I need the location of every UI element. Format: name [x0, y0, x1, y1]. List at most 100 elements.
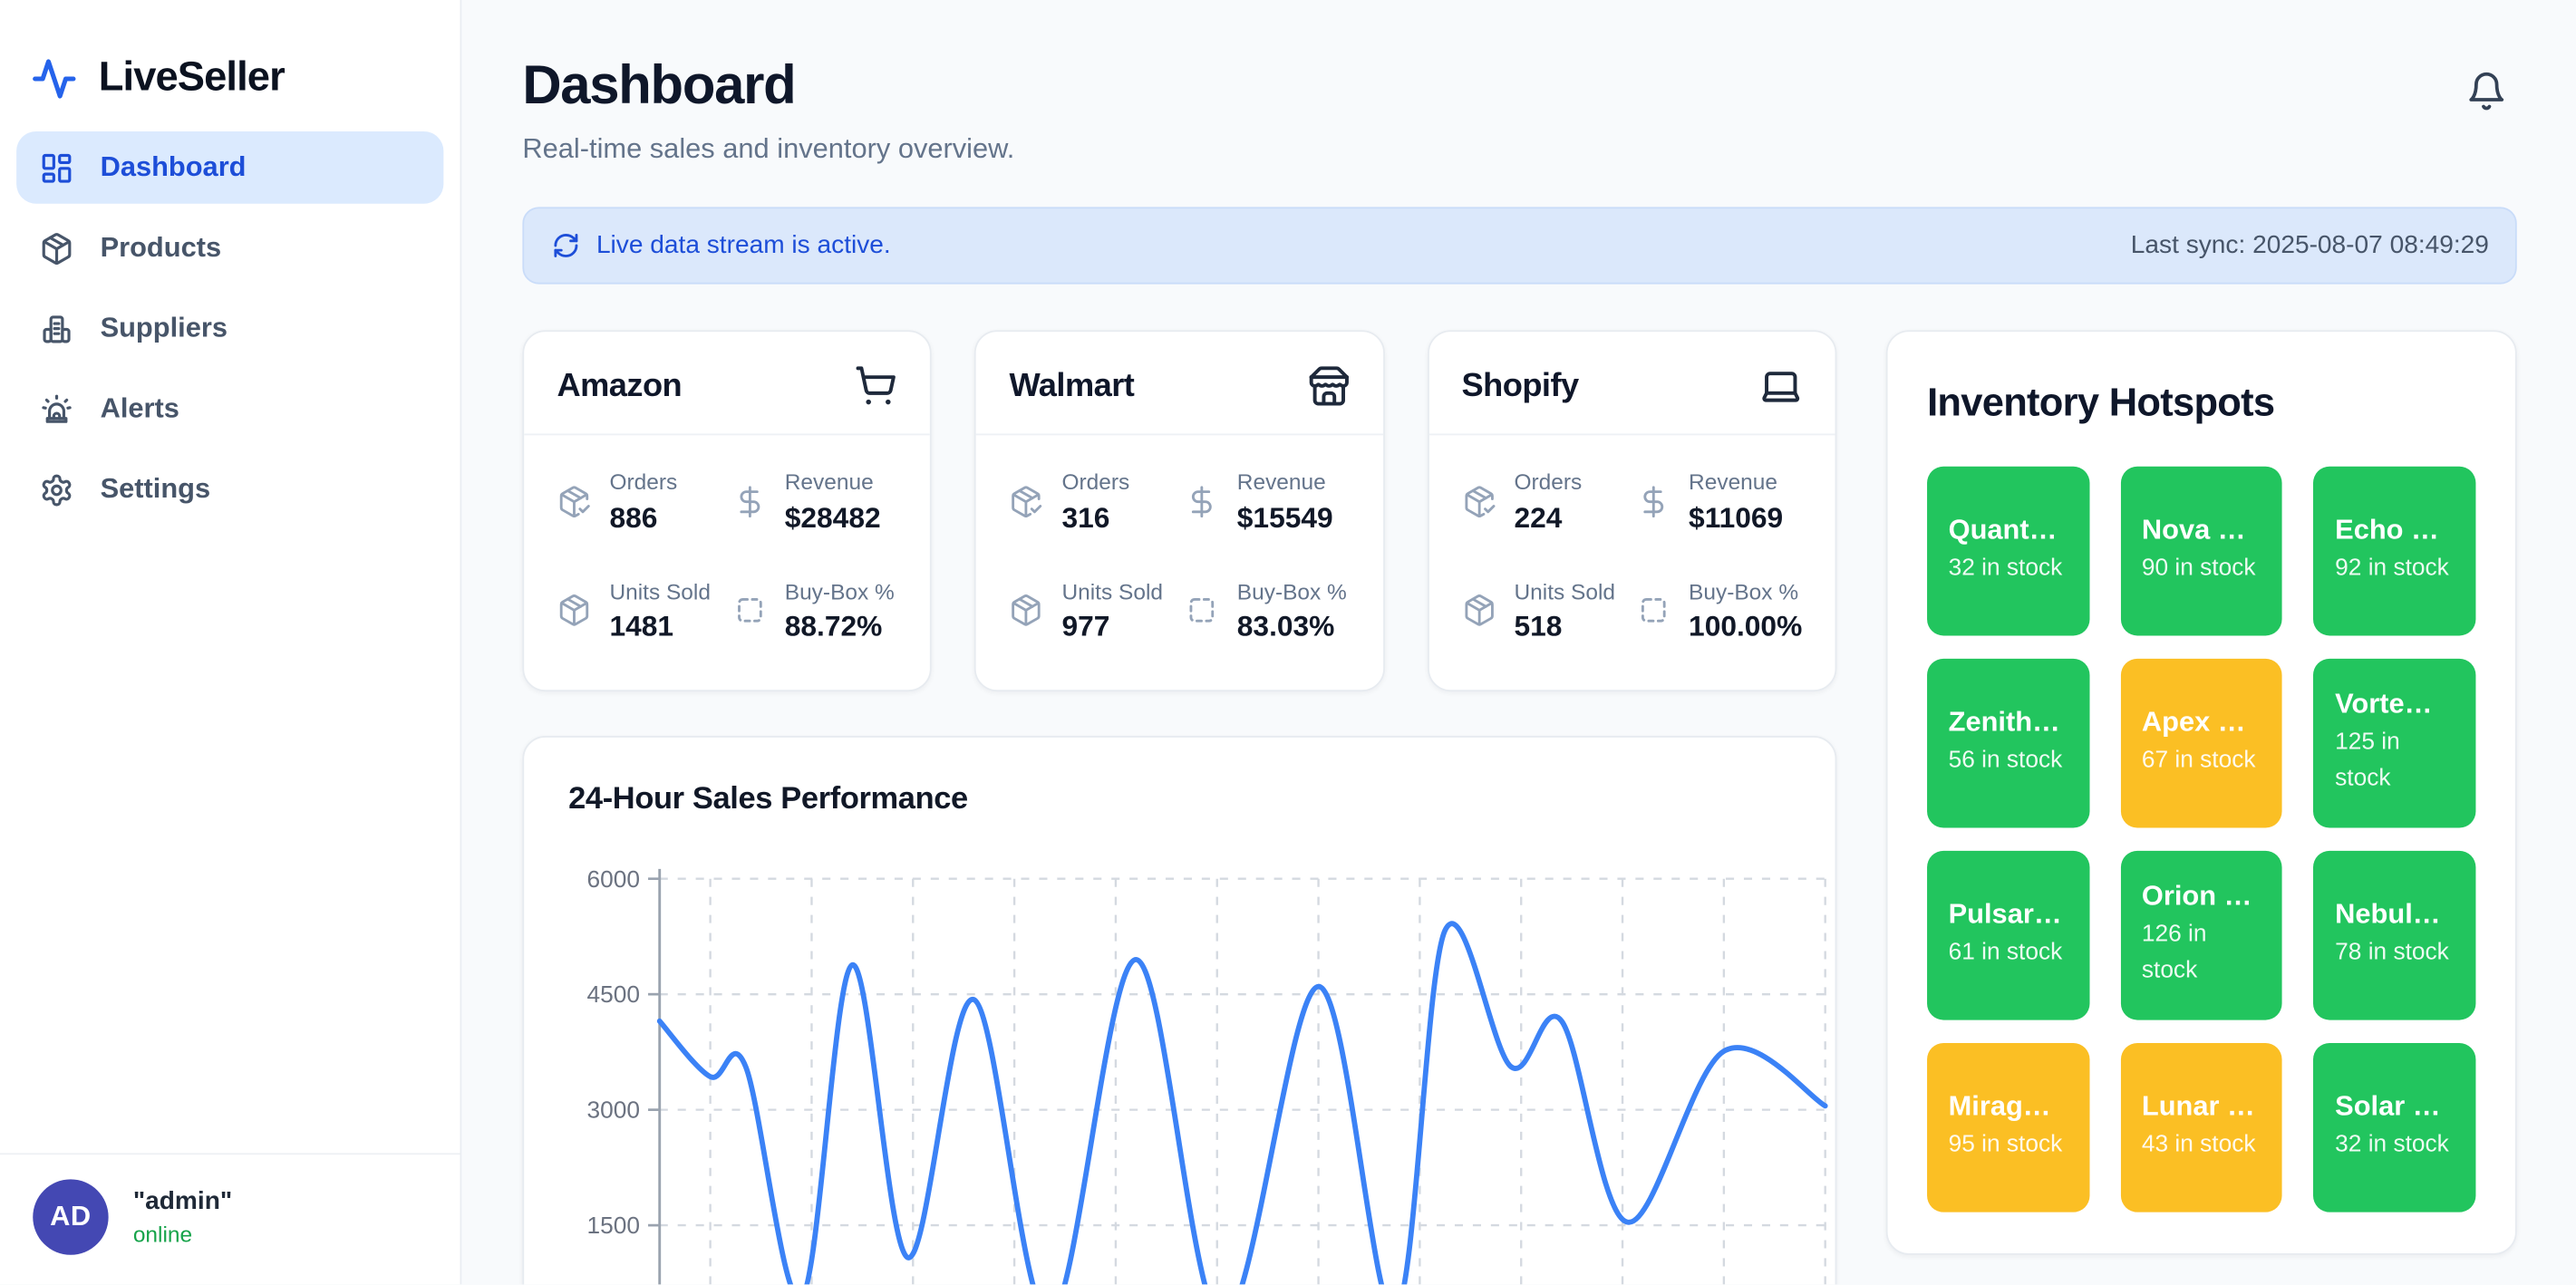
stat-buy-box-: Buy-Box % 88.72% [732, 577, 897, 643]
sales-chart-card: 24-Hour Sales Performance 6000 4500 3000 15… [522, 736, 1837, 1285]
tile-stock-count: 92 in stock [2335, 555, 2449, 582]
stat-label: Units Sold [1061, 578, 1163, 604]
stat-label: Orders [1514, 469, 1583, 495]
tile-product-name: Vorte… [2335, 688, 2433, 720]
stat-label: Buy-Box % [1236, 578, 1347, 604]
marketplace-name: Walmart [1009, 367, 1135, 403]
stat-orders: Orders 224 [1462, 469, 1627, 535]
stat-value: 88.72% [784, 609, 883, 642]
tile-product-name: Orion … [2141, 880, 2252, 913]
package-check-icon [1462, 484, 1496, 518]
marketplace-name: Amazon [557, 367, 683, 403]
user-status: online [132, 1222, 193, 1248]
sidebar-item-alerts[interactable]: Alerts [16, 372, 443, 445]
stat-label: Buy-Box % [1689, 578, 1799, 604]
inventory-tile[interactable]: Solar … 32 in stock [2313, 1042, 2476, 1213]
sidebar-nav: Dashboard Products Suppliers Alerts Settings [0, 119, 460, 535]
inventory-tile[interactable]: Pulsar… 61 in stock [1927, 850, 2089, 1020]
dollar-icon [732, 484, 767, 518]
dollar-icon [1185, 484, 1219, 518]
sidebar-item-label: Alerts [100, 392, 179, 424]
sidebar: LiveSeller Dashboard Products Suppliers Ale… [0, 0, 462, 1285]
last-sync-text: Last sync: 2025-08-07 08:49:29 [2130, 230, 2489, 259]
user-section: AD "admin" online [0, 1154, 460, 1285]
tile-stock-count: 126 in stock [2141, 922, 2207, 984]
marketplace-cards: Amazon Orders 886 Revenue $28482 Units Sold 14… [522, 330, 1837, 692]
main-content: Dashboard Real-time sales and inventory … [461, 0, 2576, 1285]
stat-value: 224 [1514, 499, 1563, 534]
stat-value: $28482 [784, 499, 881, 534]
brand-logo: LiveSeller [0, 0, 460, 119]
tile-product-name: Mirag… [1948, 1090, 2051, 1123]
page-header: Dashboard Real-time sales and inventory … [522, 54, 2516, 166]
svg-text:6000: 6000 [587, 865, 640, 893]
inventory-tile[interactable]: Echo … 92 in stock [2313, 466, 2476, 636]
user-profile[interactable]: AD "admin" online [33, 1180, 427, 1256]
stat-orders: Orders 316 [1009, 469, 1174, 535]
stat-label: Revenue [784, 469, 874, 495]
sidebar-item-label: Products [100, 231, 222, 263]
package-icon [557, 594, 591, 628]
inventory-tile[interactable]: Mirag… 95 in stock [1927, 1042, 2089, 1213]
siren-icon [40, 391, 74, 426]
stat-label: Revenue [1689, 469, 1778, 495]
tile-product-name: Echo … [2335, 514, 2439, 546]
dashboard-icon [40, 150, 74, 185]
tile-stock-count: 95 in stock [1948, 1132, 2063, 1159]
chart-line [656, 921, 1828, 1285]
stat-value: 1481 [609, 609, 674, 642]
stat-label: Units Sold [609, 578, 711, 604]
box-dashed-icon [1185, 594, 1219, 628]
bell-icon [2466, 71, 2507, 111]
stat-label: Units Sold [1514, 578, 1616, 604]
sidebar-item-label: Settings [100, 473, 211, 505]
stat-value: $11069 [1689, 499, 1784, 534]
inventory-tile[interactable]: Nova … 90 in stock [2120, 466, 2283, 636]
stat-value: 518 [1514, 609, 1563, 642]
stat-value: 886 [609, 499, 658, 534]
inventory-tile[interactable]: Lunar … 43 in stock [2120, 1042, 2283, 1213]
hotspots-title: Inventory Hotspots [1927, 381, 2275, 426]
refresh-icon [552, 232, 580, 260]
stat-orders: Orders 886 [557, 469, 721, 535]
gear-icon [40, 472, 74, 507]
tile-stock-count: 56 in stock [1948, 747, 2063, 774]
tile-product-name: Quant… [1948, 514, 2058, 546]
avatar: AD [33, 1180, 109, 1256]
hotspots-grid: Quant… 32 in stock Nova … 90 in stock Echo …… [1927, 466, 2476, 1213]
stat-buy-box-: Buy-Box % 100.00% [1636, 577, 1802, 643]
chart-title: 24-Hour Sales Performance [568, 781, 968, 816]
stat-revenue: Revenue $28482 [732, 469, 897, 535]
tile-product-name: Solar … [2335, 1090, 2441, 1123]
package-check-icon [1009, 484, 1043, 518]
stat-units-sold: Units Sold 518 [1462, 577, 1627, 643]
inventory-tile[interactable]: Apex … 67 in stock [2120, 658, 2283, 828]
inventory-tile[interactable]: Vorte… 125 in stock [2313, 658, 2476, 828]
inventory-tile[interactable]: Zenith… 56 in stock [1927, 658, 2089, 828]
tile-product-name: Nebul… [2335, 898, 2441, 931]
tile-product-name: Pulsar… [1948, 898, 2062, 931]
svg-text:3000: 3000 [587, 1097, 640, 1124]
activity-icon [31, 55, 77, 101]
tile-stock-count: 43 in stock [2141, 1132, 2256, 1159]
sidebar-item-settings[interactable]: Settings [16, 453, 443, 526]
inventory-tile[interactable]: Orion … 126 in stock [2120, 850, 2283, 1020]
package-icon [1009, 594, 1043, 628]
package-icon [1462, 594, 1496, 628]
stat-label: Orders [609, 469, 678, 495]
sidebar-item-products[interactable]: Products [16, 212, 443, 285]
live-status-text: Live data stream is active. [596, 230, 891, 259]
notifications-button[interactable] [2456, 61, 2517, 121]
stat-value: $15549 [1236, 499, 1333, 534]
page-subtitle: Real-time sales and inventory overview. [522, 132, 1015, 165]
inventory-tile[interactable]: Quant… 32 in stock [1927, 466, 2089, 636]
tile-stock-count: 32 in stock [1948, 555, 2063, 582]
tile-stock-count: 67 in stock [2141, 747, 2256, 774]
inventory-tile[interactable]: Nebul… 78 in stock [2313, 850, 2476, 1020]
tile-stock-count: 61 in stock [1948, 939, 2063, 966]
tile-product-name: Zenith… [1948, 706, 2060, 739]
stat-value: 100.00% [1689, 609, 1803, 642]
sidebar-item-dashboard[interactable]: Dashboard [16, 131, 444, 204]
sidebar-item-suppliers[interactable]: Suppliers [16, 293, 443, 365]
